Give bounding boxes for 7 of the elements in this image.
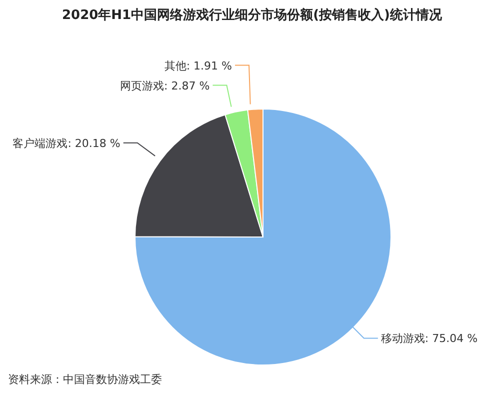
text: 资料来源：中国音数协游戏工委	[8, 372, 162, 387]
slice-label: 移动游戏: 75.04 %	[380, 332, 478, 346]
chart-title: 2020年H1中国网络游戏行业细分市场份额(按销售收入)统计情况	[61, 6, 443, 24]
pie-slice	[134, 108, 392, 366]
slice-label: 客户端游戏: 20.18 %	[12, 136, 120, 150]
slice-label: 其他: 1.91 %	[164, 59, 232, 72]
slice-label: 网页游戏: 2.87 %	[120, 79, 210, 92]
